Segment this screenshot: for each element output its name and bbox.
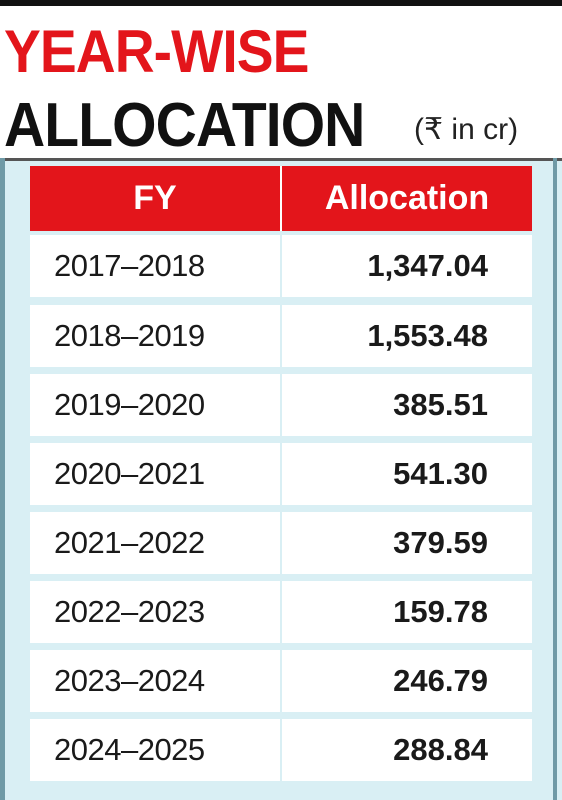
title-line-1: YEAR-WISE	[4, 18, 309, 85]
allocation-cell: 1,347.04	[280, 235, 532, 297]
panel-edge-left	[0, 158, 5, 800]
unit-label: (₹ in cr)	[414, 113, 519, 146]
table-row: 2024–2025 288.84	[30, 719, 532, 781]
fy-cell: 2024–2025	[54, 732, 205, 767]
fy-cell: 2020–2021	[54, 456, 205, 491]
top-rule	[0, 0, 562, 6]
allocation-table: FY Allocation 2017–2018 1,347.04 2018–2019…	[30, 166, 532, 781]
table-row: 2023–2024 246.79	[30, 650, 532, 712]
allocation-cell: 385.51	[280, 374, 532, 436]
allocation-cell: 246.79	[280, 650, 532, 712]
title-line-2: ALLOCATION	[4, 91, 365, 160]
fy-cell: 2021–2022	[54, 525, 205, 560]
table-row: 2022–2023 159.78	[30, 581, 532, 643]
fy-cell: 2018–2019	[54, 318, 205, 353]
column-header-fy: FY	[133, 179, 177, 217]
fy-cell: 2023–2024	[54, 663, 205, 698]
allocation-cell: 379.59	[280, 512, 532, 574]
allocation-cell: 1,553.48	[280, 305, 532, 367]
fy-cell: 2017–2018	[54, 248, 205, 283]
table-header-row: FY Allocation	[30, 166, 532, 231]
table-row: 2021–2022 379.59	[30, 512, 532, 574]
fy-cell: 2022–2023	[54, 594, 205, 629]
table-row: 2017–2018 1,347.04	[30, 235, 532, 297]
allocation-cell: 541.30	[280, 443, 532, 505]
allocation-cell: 288.84	[280, 719, 532, 781]
allocation-cell: 159.78	[280, 581, 532, 643]
column-header-allocation: Allocation	[280, 166, 532, 231]
fy-cell: 2019–2020	[54, 387, 205, 422]
table-row: 2018–2019 1,553.48	[30, 305, 532, 367]
panel-edge-right	[553, 158, 557, 800]
table-row: 2019–2020 385.51	[30, 374, 532, 436]
table-row: 2020–2021 541.30	[30, 443, 532, 505]
